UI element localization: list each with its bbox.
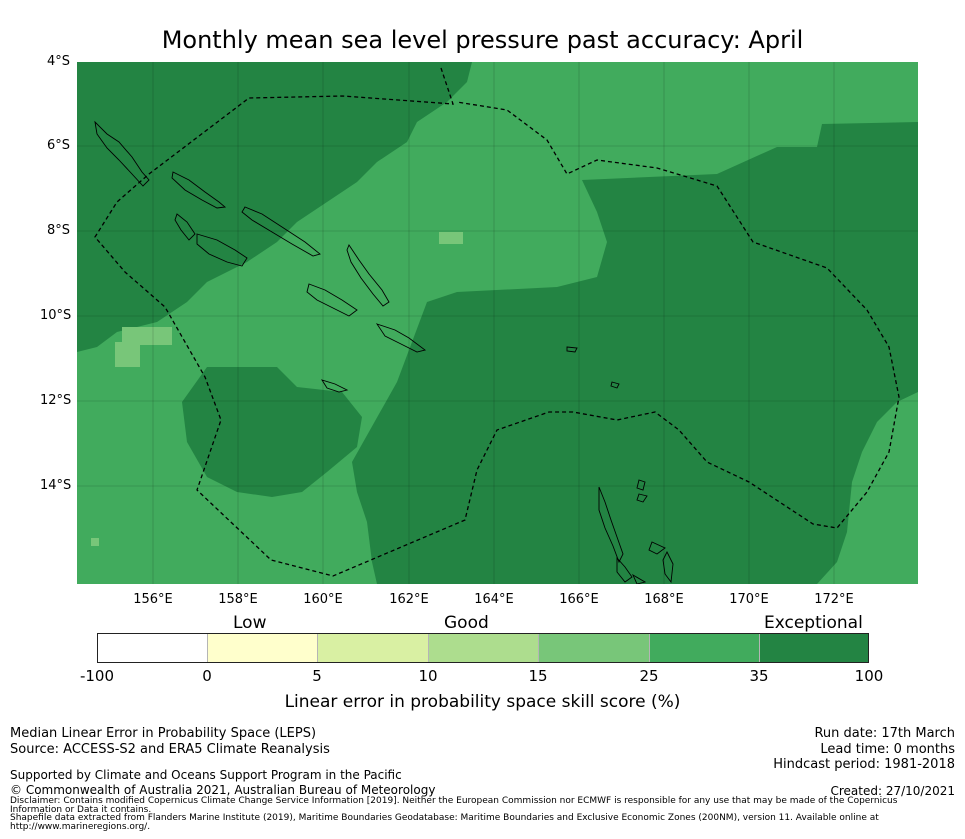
- skill-region-exceptional-west: [77, 62, 472, 352]
- coastlines: [94, 120, 674, 584]
- lat-label: 10°S: [40, 308, 72, 323]
- lat-label: 14°S: [40, 478, 72, 493]
- skill-patch-mid-2: [115, 342, 140, 367]
- island-malakula: [648, 541, 666, 555]
- island-makira: [306, 283, 358, 317]
- lat-label: 12°S: [40, 393, 72, 408]
- colorbar-tick-label: 35: [749, 667, 769, 685]
- lon-label: 166°E: [559, 592, 599, 607]
- island-pentecost: [632, 573, 647, 584]
- skill-patch-mid-3: [439, 232, 463, 244]
- lon-label: 168°E: [644, 592, 684, 607]
- map-gridlines: [77, 62, 918, 584]
- category-label-good: Good: [444, 613, 489, 633]
- map-canvas: [77, 62, 918, 584]
- created-text: Created: 27/10/2021: [830, 784, 955, 798]
- support-text: Supported by Climate and Oceans Support …: [10, 768, 402, 782]
- skill-region-exceptional-east: [352, 122, 918, 584]
- lon-label: 160°E: [303, 592, 343, 607]
- lon-label: 170°E: [729, 592, 769, 607]
- colorbar-segment: [539, 634, 650, 662]
- island-espiritu-santo: [616, 556, 633, 583]
- category-label-low: Low: [233, 613, 267, 633]
- skill-patch-mid-1: [122, 327, 172, 345]
- island-efate: [662, 550, 674, 584]
- colorbar-tick-label: 25: [639, 667, 659, 685]
- lon-label: 164°E: [474, 592, 514, 607]
- lon-label: 172°E: [814, 592, 854, 607]
- island-guadalcanal: [196, 233, 248, 267]
- skill-patch-mid-4: [91, 538, 99, 546]
- island-banks: [636, 493, 648, 503]
- lat-label: 6°S: [46, 138, 70, 153]
- island-vanua-lava: [598, 486, 624, 564]
- shapefile-text: Shapefile data extracted from Flanders M…: [10, 813, 879, 832]
- island-santa-isabel: [241, 206, 321, 257]
- lat-label: 8°S: [46, 223, 70, 238]
- colorbar-tick-label: 10: [418, 667, 438, 685]
- run-date-text: Run date: 17th March: [814, 726, 955, 741]
- lon-label: 162°E: [389, 592, 429, 607]
- island-tikopia: [610, 381, 620, 389]
- skill-map: [77, 62, 918, 584]
- colorbar-tick-label: 0: [202, 667, 212, 685]
- colorbar-tick-label: 100: [854, 667, 884, 685]
- colorbar-segment: [429, 634, 539, 662]
- island-choiseul: [171, 171, 227, 209]
- island-torres: [636, 479, 646, 491]
- island-rennell: [320, 379, 349, 393]
- colorbar-segment: [760, 634, 868, 662]
- map-title: Monthly mean sea level pressure past acc…: [161, 26, 804, 54]
- hindcast-text: Hindcast period: 1981-2018: [773, 757, 955, 772]
- lat-label: 4°S: [46, 54, 70, 69]
- lon-label: 158°E: [218, 592, 258, 607]
- lead-time-text: Lead time: 0 months: [820, 742, 955, 757]
- copyright-text: © Commonwealth of Australia 2021, Austra…: [10, 783, 436, 797]
- skill-region-exceptional-southwest: [182, 367, 362, 497]
- colorbar-tick-label: 15: [528, 667, 548, 685]
- colorbar-title: Linear error in probability space skill …: [284, 692, 681, 712]
- colorbar-segment: [208, 634, 318, 662]
- colorbar-segment: [650, 634, 760, 662]
- category-label-exceptional: Exceptional: [764, 613, 863, 633]
- colorbar-segment: [98, 634, 208, 662]
- source-text: Source: ACCESS-S2 and ERA5 Climate Reana…: [10, 742, 330, 757]
- lon-label: 156°E: [133, 592, 173, 607]
- disclaimer-text: Disclaimer: Contains modified Copernicus…: [10, 796, 898, 815]
- colorbar-tick-label: 5: [312, 667, 322, 685]
- island-santa-cruz-small: [566, 346, 578, 353]
- method-text: Median Linear Error in Probability Space…: [10, 726, 317, 741]
- island-bougainville: [94, 120, 150, 187]
- island-nendo: [375, 323, 427, 353]
- colorbar: [97, 633, 869, 663]
- island-new-georgia: [174, 213, 196, 241]
- colorbar-tick-label: -100: [79, 667, 115, 685]
- island-malaita: [346, 244, 390, 307]
- colorbar-segment: [318, 634, 429, 662]
